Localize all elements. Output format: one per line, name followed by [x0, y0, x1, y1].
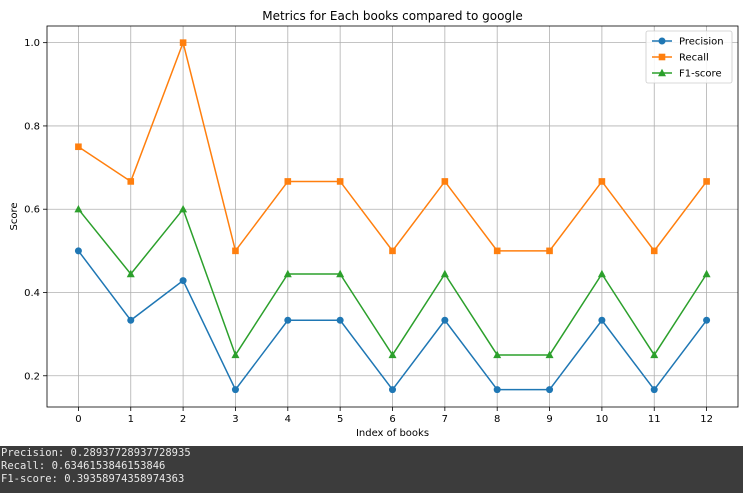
chart-title: Metrics for Each books compared to googl…	[262, 9, 523, 23]
y-tick-label: 0.2	[24, 371, 40, 382]
data-point-recall	[389, 247, 396, 255]
data-point-precision	[598, 316, 606, 324]
data-point-precision	[703, 316, 711, 324]
x-tick-label: 0	[75, 414, 81, 425]
series-precision	[74, 247, 711, 394]
series-f1-score	[74, 205, 711, 359]
data-point-recall	[75, 143, 82, 151]
x-tick-label: 4	[285, 414, 291, 425]
data-point-f1-score	[702, 269, 711, 278]
data-point-recall	[546, 247, 553, 255]
x-tick-label: 10	[596, 414, 609, 425]
x-tick-label: 5	[337, 414, 343, 425]
data-point-precision	[74, 247, 82, 255]
axis-ticks: 0 1 2 3 4 5 6 7 8 9 10 11 120.20.40.60.81.0	[24, 38, 713, 425]
data-point-precision	[179, 277, 187, 285]
y-tick-label: 0.6	[24, 205, 40, 216]
data-point-precision	[284, 316, 292, 324]
legend: Precision Recall F1-score	[645, 30, 733, 84]
chart-container: 0 1 2 3 4 5 6 7 8 9 10 11 12 0.2 0.4 0.6 0.8 1.0 Metrics …	[9, 9, 739, 439]
line-chart: 0 1 2 3 4 5 6 7 8 9 10 11 120.20.40.60.81.0 Metrics …	[9, 9, 739, 439]
grid-lines	[47, 26, 738, 407]
data-point-recall	[179, 39, 187, 46]
legend-box	[645, 30, 733, 84]
data-point-precision	[231, 386, 239, 394]
x-tick-label: 3	[232, 414, 238, 425]
legend-marker-f1-score	[658, 68, 666, 77]
data-point-f1-score	[179, 205, 188, 213]
data-point-recall	[441, 178, 449, 185]
x-tick-label: 9	[546, 414, 552, 425]
data-point-f1-score	[388, 350, 397, 359]
x-tick-label: 12	[700, 414, 713, 425]
y-tick-label: 0.4	[24, 288, 40, 299]
legend-marker-precision	[658, 37, 666, 45]
x-tick-label: 2	[180, 414, 186, 425]
series-layer	[74, 39, 711, 394]
x-axis-label: Index of books	[356, 428, 429, 439]
output-line-f1-score: F1-score: 0.39358974358974363	[1, 473, 185, 485]
data-point-recall	[284, 178, 292, 185]
data-point-f1-score	[336, 269, 345, 278]
legend-label-precision: Precision	[679, 37, 724, 48]
legend-marker-recall	[658, 53, 666, 61]
output-line-precision: Precision: 0.28937728937728935	[1, 447, 191, 459]
y-axis-label: Score	[9, 202, 20, 230]
x-tick-label: 8	[494, 414, 500, 425]
data-point-f1-score	[597, 269, 606, 278]
x-tick-label: 1	[128, 414, 134, 425]
y-tick-label: 1.0	[24, 38, 40, 49]
data-point-precision	[650, 386, 658, 394]
data-point-precision	[336, 316, 344, 324]
data-point-precision	[389, 386, 396, 394]
data-point-recall	[703, 178, 710, 185]
data-point-recall	[232, 247, 239, 255]
data-point-f1-score	[126, 269, 135, 278]
y-tick-label: 0.8	[24, 121, 40, 132]
data-point-recall	[127, 178, 135, 185]
data-point-f1-score	[545, 350, 554, 359]
data-point-precision	[441, 316, 449, 324]
data-point-recall	[598, 178, 606, 185]
x-tick-label: 11	[648, 414, 661, 425]
data-point-recall	[336, 178, 344, 185]
data-point-precision	[493, 386, 501, 394]
data-point-recall	[650, 247, 658, 255]
data-point-recall	[493, 247, 501, 255]
data-point-f1-score	[231, 350, 240, 359]
x-tick-label: 7	[442, 414, 448, 425]
data-point-f1-score	[650, 350, 659, 359]
series-recall	[75, 39, 710, 255]
data-point-f1-score	[493, 350, 502, 359]
data-point-f1-score	[440, 269, 449, 278]
data-point-precision	[127, 316, 135, 324]
data-point-f1-score	[74, 205, 83, 213]
legend-label-recall: Recall	[679, 53, 709, 64]
output-line-recall: Recall: 0.6346153846153846	[1, 460, 166, 472]
data-point-precision	[546, 386, 554, 394]
legend-label-f1-score: F1-score	[679, 69, 722, 80]
x-tick-label: 6	[389, 414, 395, 425]
data-point-f1-score	[283, 269, 292, 278]
cell-output-panel: Precision: 0.28937728937728935 Recall: 0…	[0, 446, 743, 493]
